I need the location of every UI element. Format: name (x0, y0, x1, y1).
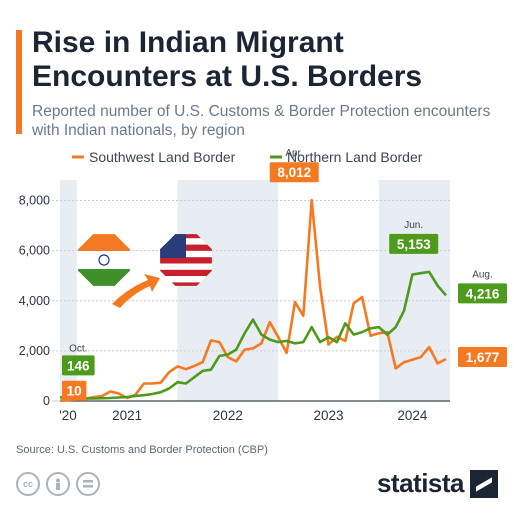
india-flag-icon (78, 234, 130, 286)
annotation-value: 4,216 (466, 286, 500, 301)
chart-title: Rise in Indian Migrant Encounters at U.S… (32, 26, 423, 93)
legend-label: Southwest Land Border (89, 149, 236, 165)
brand-name: statista (376, 468, 465, 498)
annotation-value: 1,677 (466, 350, 500, 365)
annotation-value: 8,012 (277, 165, 311, 180)
annotation-value: 5,153 (397, 237, 431, 252)
year-band-2020 (60, 180, 77, 401)
x-tick-label: 2024 (397, 408, 428, 423)
year-band-2022 (177, 180, 279, 401)
annotation-month: Apr. (285, 148, 303, 159)
y-tick-label: 2,000 (19, 344, 50, 358)
series-line-northern (59, 270, 447, 400)
annotation-box (269, 162, 319, 183)
annotation-box (62, 355, 95, 376)
x-tick-label: '20 (59, 408, 77, 423)
annotation-month: Oct. (69, 343, 87, 354)
chart-subtitle: Reported number of U.S. Customs & Border… (32, 103, 491, 139)
x-tick-label: 2021 (112, 408, 142, 423)
annotation-month: Jun. (404, 220, 423, 231)
annotation-box (62, 380, 87, 401)
annotation-month: Aug. (472, 269, 493, 280)
y-tick-label: 4,000 (19, 294, 50, 308)
statista-brand[interactable]: statista (377, 468, 498, 499)
y-tick-label: 6,000 (19, 244, 50, 258)
arrow-icon (112, 274, 160, 308)
cc-icon[interactable]: cc (16, 472, 40, 496)
annotation-box (389, 233, 439, 254)
annotation-box (458, 283, 507, 304)
license-icons: cc (16, 472, 100, 496)
line-chart: 0 2,000 4,000 6,000 8,000 '20 2021 2022 2023 2024… (19, 148, 507, 423)
title-accent-bar (16, 30, 22, 134)
person-icon[interactable] (46, 472, 70, 496)
year-band-2024 (378, 180, 450, 401)
y-tick-label: 0 (43, 394, 50, 408)
y-tick-label: 8,000 (19, 194, 50, 208)
x-tick-label: 2023 (313, 408, 343, 423)
legend-label: Northern Land Border (287, 149, 423, 165)
annotation-value: 146 (67, 358, 90, 373)
equal-icon[interactable] (76, 472, 100, 496)
statista-logo-icon (470, 469, 498, 498)
source-note: Source: U.S. Customs and Border Protecti… (16, 444, 268, 456)
annotation-box (458, 346, 507, 367)
x-tick-label: 2022 (213, 408, 243, 423)
annotation-value: 10 (67, 384, 82, 399)
